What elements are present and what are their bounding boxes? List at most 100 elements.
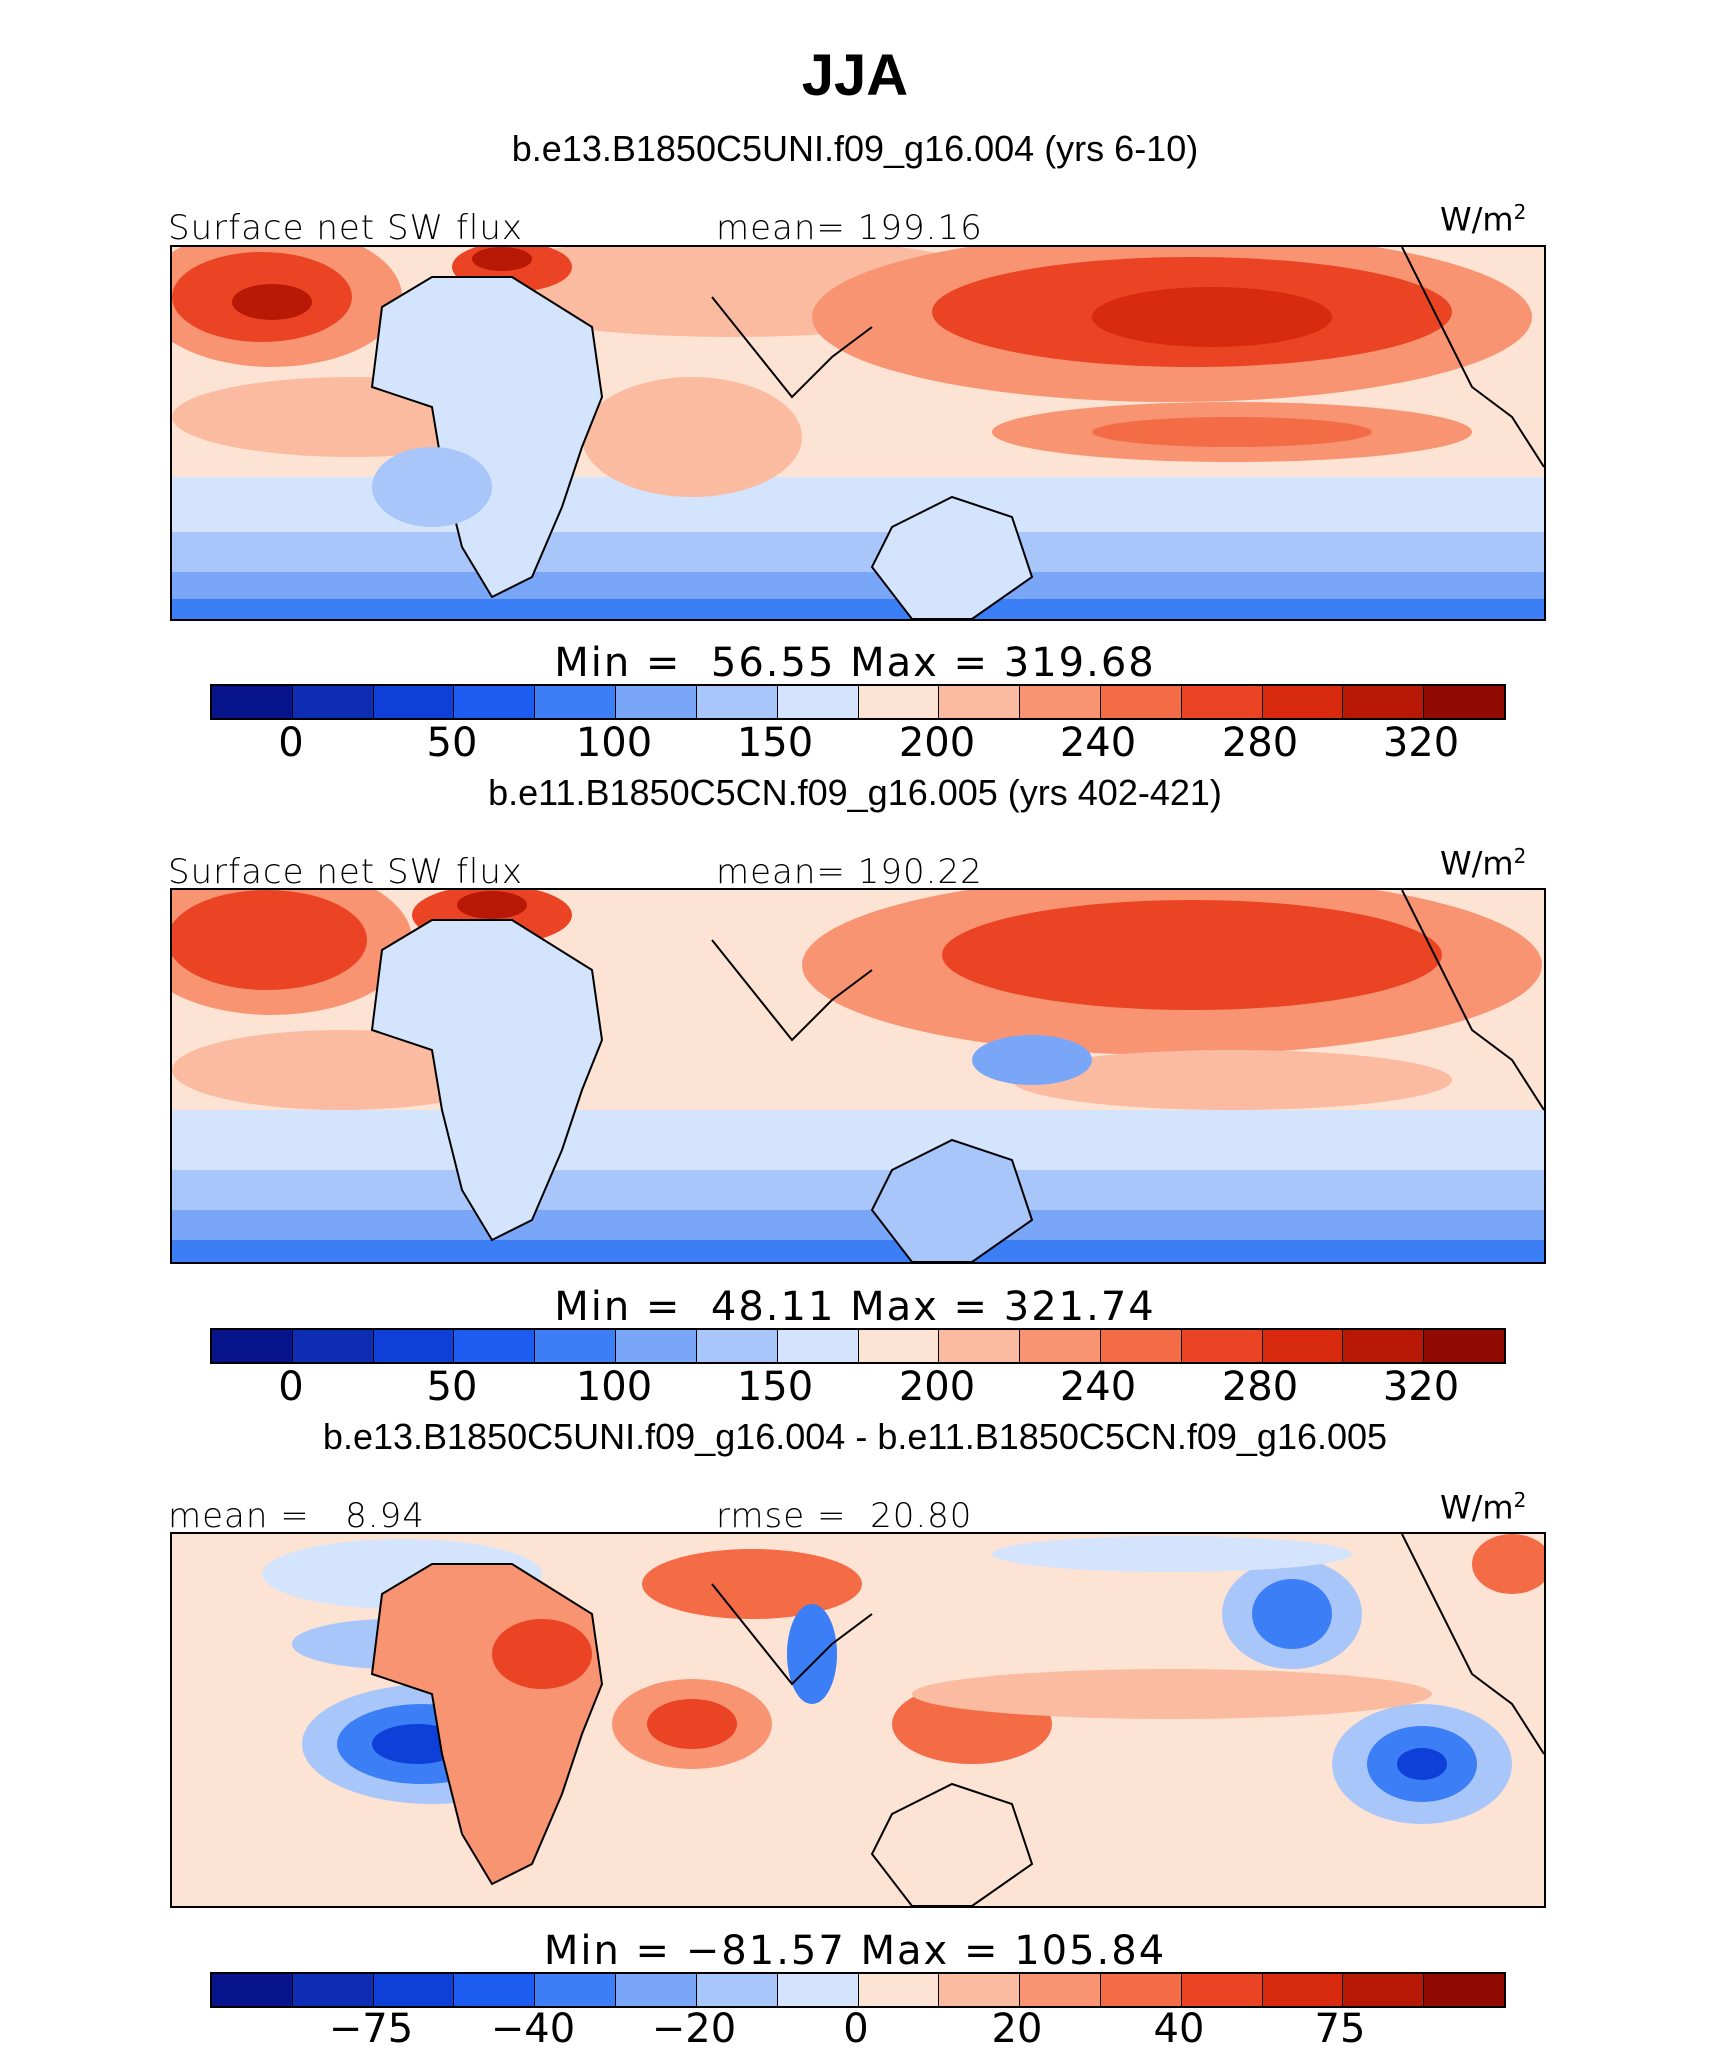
colorbar-segment (372, 1974, 454, 2006)
colorbar-segment (938, 1974, 1020, 2006)
colorbar-segment (938, 1330, 1020, 1362)
panel1-colorbar (210, 684, 1506, 720)
panel3-tick: −20 (651, 2006, 737, 2052)
panel3-mean-label: mean = 8.94 (168, 1496, 425, 1536)
panel3-rmse-label: rmse = 20.80 (716, 1496, 973, 1536)
colorbar-segment (534, 1330, 616, 1362)
colorbar-segment (1099, 1974, 1181, 2006)
colorbar-segment (776, 686, 858, 718)
panel3-map (170, 1532, 1546, 1908)
panel2-tick: 0 (278, 1364, 304, 1410)
colorbar-segment (453, 686, 535, 718)
colorbar-segment (1342, 1330, 1424, 1362)
colorbar-segment (1180, 1330, 1262, 1362)
panel2-colorbar (210, 1328, 1506, 1364)
panel1-case-title: b.e13.B1850C5UNI.f09_g16.004 (yrs 6-10) (511, 128, 1199, 169)
panel1-tick: 200 (898, 720, 976, 766)
panel3-min-value: −81.57 (685, 1928, 846, 1974)
panel1-mean-label: mean= 199.16 (716, 208, 983, 248)
panel1-tick: 0 (278, 720, 304, 766)
panel1-tick: 100 (575, 720, 653, 766)
panel1-tick: 320 (1382, 720, 1460, 766)
colorbar-segment (1423, 1974, 1504, 2006)
panel1-tick: 50 (426, 720, 478, 766)
colorbar-segment (615, 1974, 696, 2006)
colorbar-segment (1019, 1330, 1100, 1362)
colorbar-segment (857, 1330, 939, 1362)
panel2-minmax: Min = 48.11 Max = 321.74 (554, 1284, 1156, 1330)
panel1-min-value: 56.55 (710, 640, 836, 686)
colorbar-segment (1342, 686, 1424, 718)
colorbar-segment (534, 1974, 616, 2006)
colorbar-segment (1423, 686, 1504, 718)
colorbar-segment (776, 1330, 858, 1362)
panel3-colorbar (210, 1972, 1506, 2008)
panel1-mean-value: 199.16 (857, 208, 983, 248)
panel3-units: W/m2 (1440, 1488, 1527, 1527)
panel1-tick: 150 (736, 720, 814, 766)
colorbar-segment (1261, 686, 1343, 718)
panel3-rmse-value: 20.80 (870, 1496, 973, 1536)
colorbar-segment (372, 1330, 454, 1362)
panel2-tick: 100 (575, 1364, 653, 1410)
colorbar-segment (1180, 686, 1262, 718)
panel3-tick: −40 (490, 2006, 576, 2052)
colorbar-segment (1342, 1974, 1424, 2006)
panel1-map (170, 245, 1546, 621)
colorbar-segment (534, 686, 616, 718)
colorbar-segment (695, 1974, 777, 2006)
colorbar-segment (615, 686, 696, 718)
colorbar-segment (776, 1974, 858, 2006)
panel2-tick: 280 (1221, 1364, 1299, 1410)
colorbar-segment (291, 1974, 373, 2006)
panel2-map (170, 888, 1546, 1264)
colorbar-segment (857, 1974, 939, 2006)
panel1-max-value: 319.68 (1003, 640, 1156, 686)
colorbar-segment (1423, 1330, 1504, 1362)
panel3-tick: −75 (328, 2006, 414, 2052)
panel2-units: W/m2 (1440, 844, 1527, 883)
colorbar-segment (1180, 1974, 1262, 2006)
panel2-tick: 200 (898, 1364, 976, 1410)
colorbar-segment (1099, 686, 1181, 718)
colorbar-segment (453, 1974, 535, 2006)
panel3-tick: 0 (843, 2006, 869, 2052)
panel1-variable-label: Surface net SW flux (168, 208, 524, 248)
panel2-mean-value: 190.22 (857, 852, 983, 892)
colorbar-segment (1261, 1330, 1343, 1362)
panel2-variable-label: Surface net SW flux (168, 852, 524, 892)
colorbar-segment (1099, 1330, 1181, 1362)
panel3-mean-value: 8.94 (345, 1496, 425, 1536)
panel3-tick: 75 (1314, 2006, 1366, 2052)
colorbar-segment (938, 686, 1020, 718)
colorbar-segment (291, 686, 373, 718)
panel2-mean-label: mean= 190.22 (716, 852, 983, 892)
panel2-tick: 240 (1059, 1364, 1137, 1410)
colorbar-segment (695, 686, 777, 718)
panel3-tick: 40 (1153, 2006, 1205, 2052)
panel2-tick: 320 (1382, 1364, 1460, 1410)
panel3-max-value: 105.84 (1014, 1928, 1167, 1974)
colorbar-segment (212, 1330, 292, 1362)
colorbar-segment (372, 686, 454, 718)
colorbar-segment (857, 686, 939, 718)
panel2-tick: 150 (736, 1364, 814, 1410)
panel1-minmax: Min = 56.55 Max = 319.68 (554, 640, 1156, 686)
colorbar-segment (1019, 1974, 1100, 2006)
colorbar-segment (1261, 1974, 1343, 2006)
panel1-tick: 280 (1221, 720, 1299, 766)
colorbar-segment (615, 1330, 696, 1362)
panel1-tick: 240 (1059, 720, 1137, 766)
panel3-minmax: Min = −81.57 Max = 105.84 (543, 1928, 1167, 1974)
colorbar-segment (453, 1330, 535, 1362)
panel2-case-title: b.e11.B1850C5CN.f09_g16.005 (yrs 402-421… (488, 772, 1222, 813)
colorbar-segment (1019, 686, 1100, 718)
colorbar-segment (695, 1330, 777, 1362)
panel2-min-value: 48.11 (710, 1284, 836, 1330)
colorbar-segment (212, 1974, 292, 2006)
panel2-tick: 50 (426, 1364, 478, 1410)
panel2-max-value: 321.74 (1003, 1284, 1156, 1330)
panel3-case-title: b.e13.B1850C5UNI.f09_g16.004 - b.e11.B18… (322, 1416, 1388, 1457)
colorbar-segment (291, 1330, 373, 1362)
colorbar-segment (212, 686, 292, 718)
